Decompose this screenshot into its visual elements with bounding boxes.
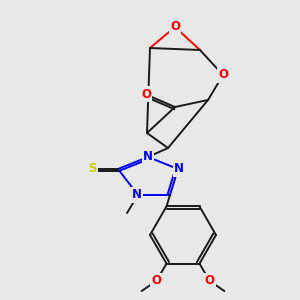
Text: O: O — [152, 274, 161, 287]
Text: O: O — [170, 20, 180, 34]
Text: O: O — [218, 68, 228, 82]
Text: O: O — [205, 274, 214, 287]
Text: N: N — [143, 151, 153, 164]
Text: N: N — [132, 188, 142, 202]
Text: N: N — [174, 163, 184, 176]
Text: O: O — [141, 88, 151, 100]
Text: S: S — [88, 163, 96, 176]
